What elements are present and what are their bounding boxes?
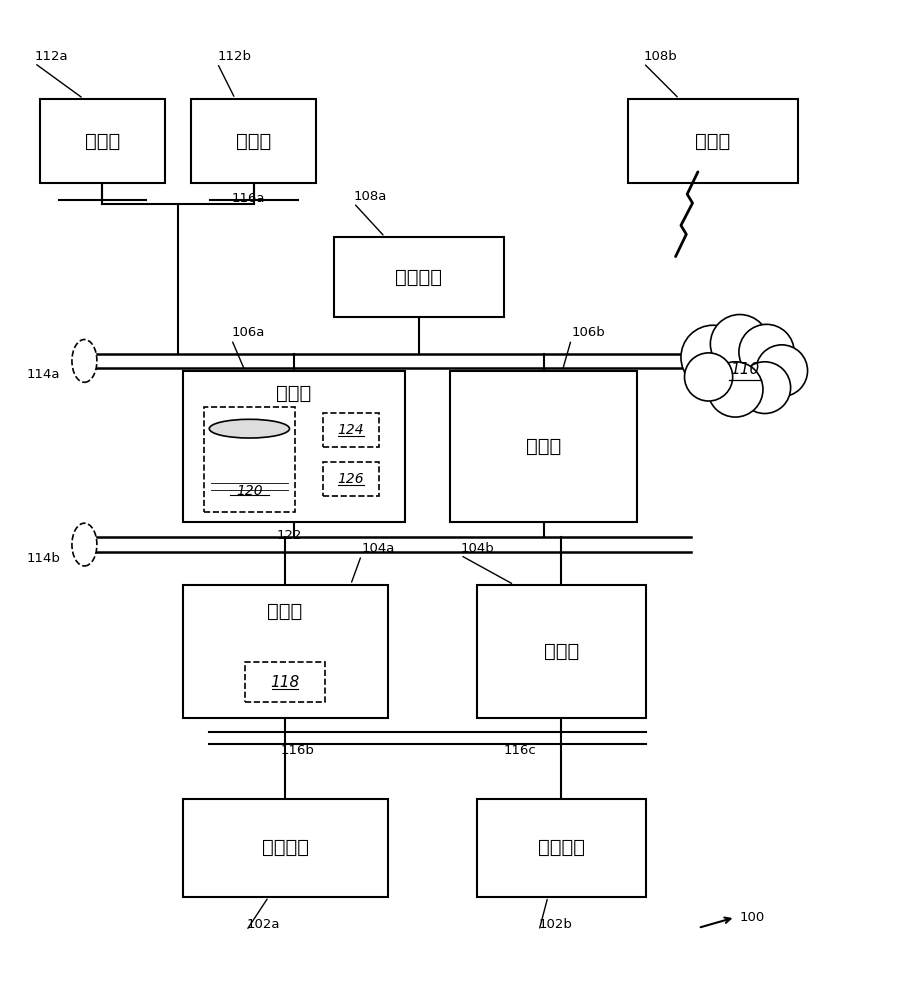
Text: 116a: 116a (231, 192, 265, 205)
Circle shape (756, 345, 807, 397)
Text: 102b: 102b (539, 918, 573, 931)
Bar (210, 429, 290, 496)
FancyBboxPatch shape (477, 585, 646, 718)
FancyBboxPatch shape (245, 662, 325, 702)
FancyBboxPatch shape (192, 99, 316, 183)
Circle shape (739, 324, 794, 380)
Text: 116b: 116b (281, 744, 314, 757)
FancyBboxPatch shape (477, 799, 646, 897)
Text: 126: 126 (338, 472, 364, 486)
Text: 124: 124 (338, 423, 364, 437)
Ellipse shape (72, 523, 97, 566)
Circle shape (739, 362, 790, 414)
Text: 116c: 116c (503, 744, 536, 757)
Text: 112a: 112a (34, 50, 68, 63)
Text: 108b: 108b (644, 50, 677, 63)
FancyBboxPatch shape (323, 413, 379, 447)
Text: 服务器: 服务器 (236, 132, 272, 151)
Text: 108a: 108a (354, 190, 387, 203)
Text: 118: 118 (270, 675, 300, 690)
FancyBboxPatch shape (183, 799, 388, 897)
Text: 服务器: 服务器 (85, 132, 120, 151)
Text: 102a: 102a (247, 918, 280, 931)
Text: 106a: 106a (231, 326, 265, 340)
Text: 控制器: 控制器 (267, 602, 302, 621)
Ellipse shape (210, 419, 290, 438)
Text: 110: 110 (731, 362, 760, 377)
Ellipse shape (72, 340, 97, 382)
Text: 过程元件: 过程元件 (538, 838, 585, 857)
Circle shape (681, 325, 745, 389)
Circle shape (710, 315, 770, 373)
Text: 114b: 114b (26, 552, 60, 565)
Circle shape (707, 362, 763, 417)
Text: 120: 120 (236, 484, 263, 498)
FancyBboxPatch shape (40, 99, 165, 183)
FancyBboxPatch shape (628, 99, 797, 183)
Text: 112b: 112b (217, 50, 251, 63)
FancyBboxPatch shape (183, 585, 388, 718)
Text: 106b: 106b (572, 326, 605, 340)
Text: 104a: 104a (362, 542, 395, 555)
FancyBboxPatch shape (323, 462, 379, 496)
Polygon shape (708, 344, 782, 389)
Text: 过程元件: 过程元件 (262, 838, 309, 857)
Text: 100: 100 (740, 911, 765, 924)
Text: 服务器: 服务器 (276, 383, 311, 402)
FancyBboxPatch shape (183, 371, 405, 522)
Text: 122: 122 (276, 529, 302, 542)
Text: 104b: 104b (461, 542, 494, 555)
Text: 控制器: 控制器 (544, 642, 579, 661)
Ellipse shape (210, 486, 290, 505)
FancyBboxPatch shape (204, 407, 295, 512)
Text: 远程站: 远程站 (696, 132, 731, 151)
Text: 操作员站: 操作员站 (395, 268, 442, 287)
Text: 114a: 114a (26, 368, 60, 381)
FancyBboxPatch shape (334, 237, 503, 317)
Text: 服务器: 服务器 (526, 437, 562, 456)
Circle shape (685, 353, 733, 401)
FancyBboxPatch shape (450, 371, 637, 522)
